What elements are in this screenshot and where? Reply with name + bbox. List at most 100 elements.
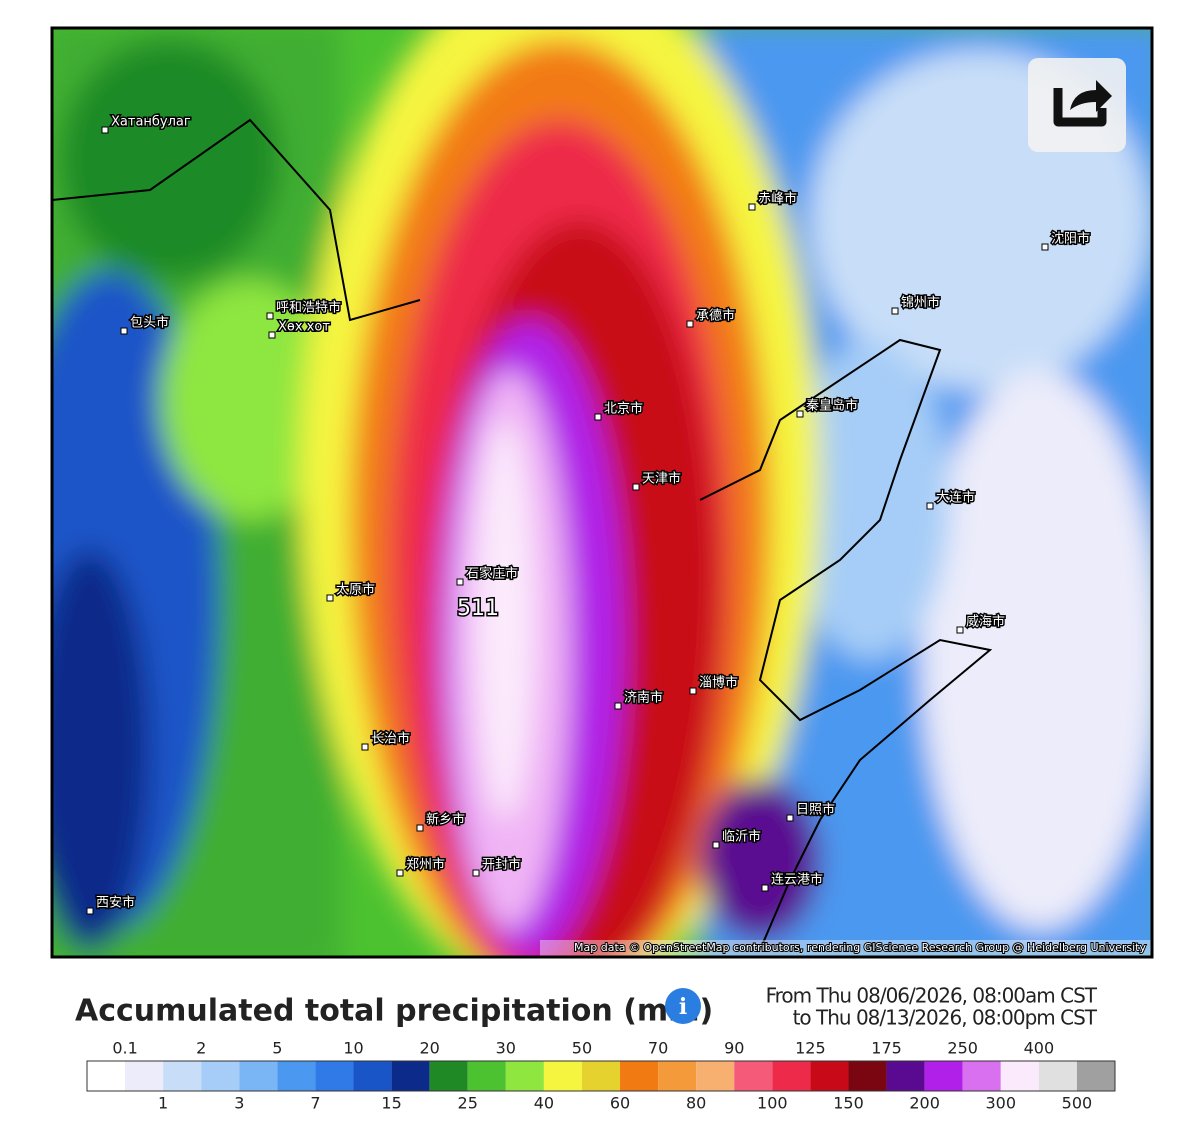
place-dot (614, 702, 622, 710)
legend-label: 500 (1062, 1094, 1093, 1113)
place-dot (326, 594, 334, 602)
legend-swatch (505, 1061, 544, 1091)
legend-swatch (581, 1061, 621, 1091)
legend-swatch (734, 1061, 773, 1091)
legend-swatch (239, 1061, 278, 1091)
legend-label: 15 (381, 1094, 401, 1113)
place-dot (416, 824, 424, 832)
place-dot (686, 320, 694, 328)
legend-label: 3 (234, 1094, 244, 1113)
place-dot (101, 126, 109, 134)
place-dot (891, 307, 899, 315)
place-dot (86, 907, 94, 915)
legend-label: 2 (196, 1039, 206, 1058)
place-label: 承德市 (696, 308, 735, 324)
place-label: 秦皇岛市 (806, 398, 858, 414)
place-label: Хатанбулаг (111, 115, 191, 130)
legend-swatch (848, 1061, 887, 1091)
place-dot (396, 869, 404, 877)
place-label: 赤峰市 (758, 191, 797, 207)
legend-swatch (810, 1061, 849, 1091)
place-dot (689, 687, 697, 695)
legend-swatch (201, 1061, 240, 1091)
legend-label: 50 (572, 1039, 592, 1058)
place-label: 临沂市 (722, 829, 761, 845)
legend-label: 400 (1024, 1039, 1055, 1058)
peak-label: 511 (457, 596, 499, 621)
place-label: 石家庄市 (466, 566, 518, 582)
map-frame (50, 26, 1154, 959)
legend-label: 40 (534, 1094, 554, 1113)
place-dot (361, 743, 369, 751)
legend-swatch (696, 1061, 735, 1091)
place-label: 淄博市 (699, 675, 738, 691)
legend-label: 5 (272, 1039, 282, 1058)
legend-label: 100 (757, 1094, 788, 1113)
place-label: 开封市 (482, 857, 521, 873)
legend-swatch (429, 1061, 468, 1091)
legend-label: 80 (686, 1094, 706, 1113)
place-label: 锦州市 (901, 295, 940, 311)
place-dot (472, 869, 480, 877)
place-label: Хөх хот (278, 320, 330, 335)
place-dot (748, 203, 756, 211)
place-label: 郑州市 (406, 857, 445, 873)
legend-frame (86, 1060, 1116, 1092)
legend-label: 1 (158, 1094, 168, 1113)
place-dot (761, 884, 769, 892)
legend-swatch (772, 1061, 811, 1091)
legend-swatch (620, 1061, 659, 1091)
legend-label: 10 (343, 1039, 363, 1058)
legend-label: 30 (496, 1039, 516, 1058)
place-dot (786, 814, 794, 822)
legend-label: 70 (648, 1039, 668, 1058)
legend-swatch (277, 1061, 316, 1091)
place-dot (1041, 243, 1049, 251)
share-button[interactable] (1028, 58, 1126, 152)
legend-label: 250 (947, 1039, 978, 1058)
place-label: 威海市 (966, 614, 1005, 630)
svg-text:i: i (679, 994, 687, 1020)
legend-swatch (1000, 1061, 1039, 1091)
legend-label: 90 (724, 1039, 744, 1058)
place-dot (456, 578, 464, 586)
place-dot (712, 841, 720, 849)
date-from: From Thu 08/06/2026, 08:00am CST (766, 984, 1098, 1008)
place-label: 沈阳市 (1051, 231, 1090, 247)
place-label: 太原市 (336, 582, 375, 598)
legend-title: Accumulated total precipitation (mm) (75, 994, 713, 1029)
place-dot (796, 410, 804, 418)
legend-swatch (125, 1061, 164, 1091)
legend-swatch (391, 1061, 430, 1091)
attribution: Map data © OpenStreetMap contributors, r… (574, 941, 1146, 954)
place-dot (956, 626, 964, 634)
legend-swatch (87, 1061, 126, 1091)
legend-swatch (924, 1061, 963, 1091)
place-label: 北京市 (604, 401, 643, 417)
legend-swatch (1076, 1061, 1115, 1091)
place-dot (120, 327, 128, 335)
legend-label: 7 (310, 1094, 320, 1113)
legend-swatch (353, 1061, 392, 1091)
legend-swatch (315, 1061, 354, 1091)
legend-label: 25 (458, 1094, 478, 1113)
legend-swatch (886, 1061, 925, 1091)
place-label: 长治市 (371, 731, 410, 747)
place-dot (632, 483, 640, 491)
legend-label: 175 (871, 1039, 902, 1058)
legend-label: 300 (986, 1094, 1017, 1113)
place-label: 呼和浩特市 (276, 300, 341, 316)
precip-map: 511 Map data © OpenStreetMap contributor… (52, 28, 1152, 957)
legend-swatch (543, 1061, 582, 1091)
legend-label: 150 (833, 1094, 864, 1113)
legend-swatch (962, 1061, 1001, 1091)
legend-swatch (1038, 1061, 1077, 1091)
legend-label: 60 (610, 1094, 630, 1113)
info-button[interactable]: i (665, 988, 701, 1024)
place-dot (268, 331, 276, 339)
place-dot (594, 413, 602, 421)
legend-label: 200 (909, 1094, 940, 1113)
legend-label: 20 (419, 1039, 439, 1058)
place-dot (926, 502, 934, 510)
